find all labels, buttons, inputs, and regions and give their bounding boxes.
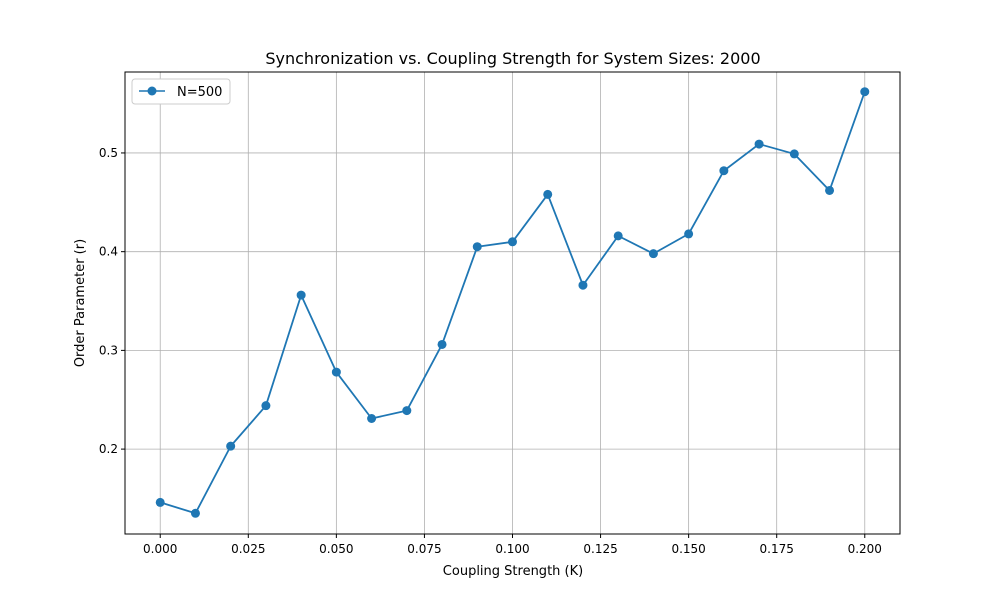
x-tick-label: 0.150: [671, 542, 705, 556]
y-axis-label: Order Parameter (r): [73, 239, 88, 367]
data-point: [613, 231, 623, 241]
y-tick-label: 0.5: [99, 146, 118, 160]
x-tick-label: 0.025: [231, 542, 265, 556]
data-point: [860, 87, 870, 97]
data-point: [825, 185, 835, 195]
chart-title: Synchronization vs. Coupling Strength fo…: [265, 49, 760, 68]
x-tick-label: 0.125: [583, 542, 617, 556]
legend-marker: [147, 86, 157, 96]
legend-box: [131, 78, 231, 105]
data-point: [684, 229, 694, 239]
data-point: [226, 441, 236, 451]
data-point: [508, 237, 517, 247]
x-tick-label: 0.050: [319, 542, 353, 556]
x-tick-label: 0.100: [495, 542, 529, 556]
x-tick-label: 0.175: [760, 542, 794, 556]
data-point: [472, 242, 482, 252]
legend-label: N=500: [177, 85, 222, 100]
data-point: [648, 249, 658, 259]
x-tick-label: 0.000: [143, 542, 177, 556]
y-tick-label: 0.4: [99, 245, 118, 259]
data-point: [367, 414, 377, 423]
data-point: [296, 290, 306, 300]
legend: N=500: [131, 78, 231, 105]
y-tick-label: 0.3: [99, 343, 118, 357]
data-point: [719, 166, 729, 176]
x-tick-label: 0.075: [407, 542, 441, 556]
data-point: [190, 508, 200, 518]
data-point: [402, 406, 412, 416]
data-point: [543, 189, 553, 199]
x-axis-label: Coupling Strength (K): [443, 564, 583, 579]
y-axis-ticks: 0.2 0.3 0.4 0.5: [99, 146, 125, 456]
data-point: [754, 139, 764, 149]
data-point: [331, 367, 341, 377]
data-point: [155, 497, 165, 507]
data-point: [578, 280, 588, 290]
data-point: [789, 149, 799, 159]
y-tick-label: 0.2: [99, 442, 118, 456]
data-point: [261, 401, 271, 411]
series-layer: [155, 87, 870, 518]
data-point: [437, 339, 447, 349]
x-axis-ticks: 0.000 0.025 0.050 0.075 0.100 0.125 0.150 0.175…: [143, 534, 882, 556]
x-tick-label: 0.200: [848, 542, 882, 556]
